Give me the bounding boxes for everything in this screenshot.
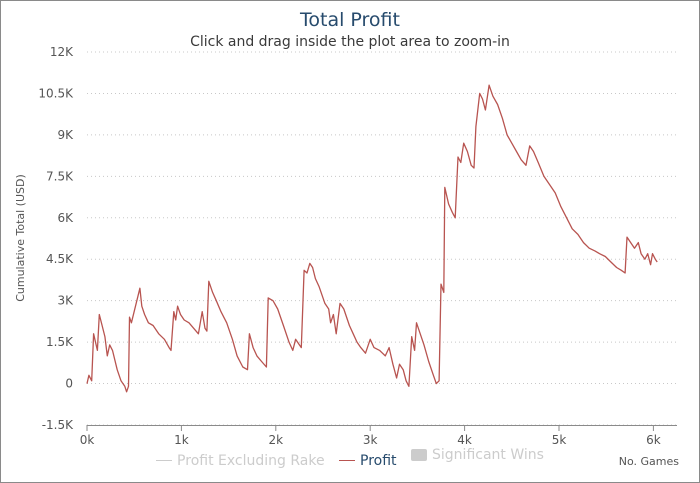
y-tick-label: -1.5K: [42, 418, 74, 432]
y-tick-label: 4.5K: [46, 252, 74, 266]
chart-title: Total Profit: [300, 9, 400, 31]
legend-item-significant-wins[interactable]: Significant Wins: [411, 447, 544, 463]
series-line-profit: [86, 84, 658, 393]
y-tick-label: 7.5K: [46, 169, 74, 183]
x-tick-label: 4k: [457, 433, 472, 447]
x-axis: 0k 1k 2k 3k 4k 5k 6k: [80, 425, 677, 447]
y-tick-label: 0: [65, 377, 73, 391]
y-axis: 12K 10.5K 9K 7.5K 6K 4.5K 3K 1.5K 0 -1.5K: [38, 45, 74, 432]
x-tick-label: 2k: [269, 433, 284, 447]
chart-subtitle: Click and drag inside the plot area to z…: [190, 34, 510, 50]
legend-box-icon: [411, 449, 428, 461]
y-tick-label: 1.5K: [46, 335, 74, 349]
grid-lines: [87, 51, 677, 426]
x-tick-label: 3k: [363, 433, 378, 447]
legend-item-profit[interactable]: Profit: [339, 453, 397, 469]
legend-label: Significant Wins: [432, 447, 544, 463]
y-tick-label: 3K: [57, 294, 74, 308]
series-group: [86, 84, 658, 393]
y-tick-label: 9K: [57, 128, 74, 142]
y-axis-label: Cumulative Total (USD): [14, 174, 27, 302]
legend-item-profit-excluding-rake[interactable]: Profit Excluding Rake: [156, 453, 325, 469]
legend-line-icon: [156, 460, 173, 461]
legend: Profit Excluding Rake Profit Significant…: [1, 447, 699, 469]
legend-label: Profit: [360, 452, 397, 469]
x-tick-label: 1k: [174, 433, 189, 447]
y-tick-label: 10.5K: [38, 86, 74, 100]
legend-line-icon: [339, 460, 356, 461]
x-tick-label: 5k: [552, 433, 567, 447]
y-tick-label: 6K: [57, 211, 74, 225]
legend-label: Profit Excluding Rake: [177, 452, 325, 469]
x-tick-label: 0k: [80, 433, 95, 447]
x-tick-label: 6k: [646, 433, 661, 447]
y-tick-label: 12K: [50, 45, 74, 59]
x-axis-label: No. Games: [618, 455, 679, 468]
